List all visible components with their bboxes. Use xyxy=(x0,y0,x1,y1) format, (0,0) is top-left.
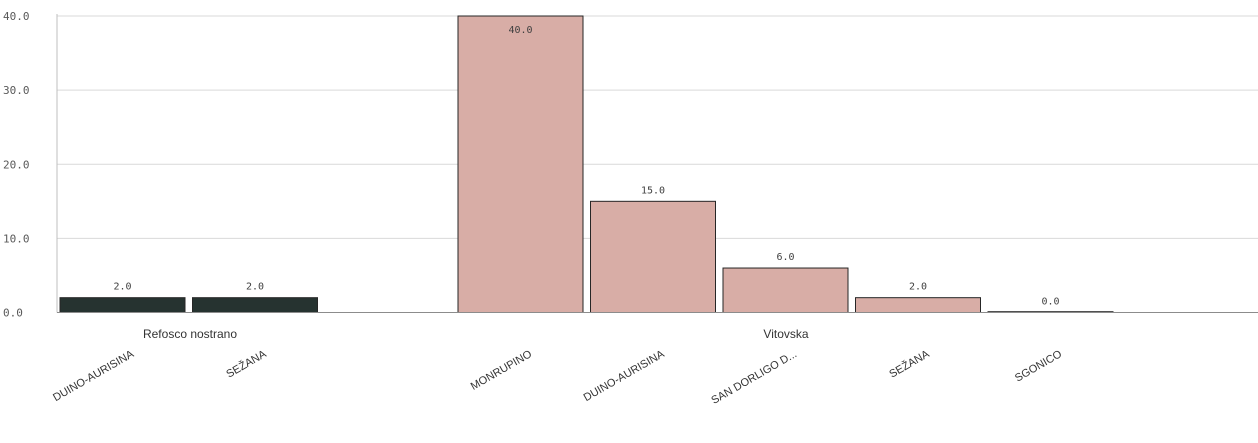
category-label: SGONICO xyxy=(1013,348,1064,385)
data-label: 2.0 xyxy=(113,282,131,293)
y-tick-label: 30.0 xyxy=(3,84,30,97)
y-axis-ticks: 0.0 10.0 20.0 30.0 40.0 xyxy=(3,10,30,320)
category-label: SAN DORLIGO D... xyxy=(709,348,799,407)
y-tick-label: 20.0 xyxy=(3,158,30,171)
data-label: 0.0 xyxy=(1041,297,1059,308)
data-label: 2.0 xyxy=(246,282,264,293)
bar xyxy=(457,15,584,313)
group-label: Vitovska xyxy=(763,327,808,341)
category-label: DUINO-AURISINA xyxy=(51,348,136,404)
data-label: 6.0 xyxy=(776,252,794,263)
axes xyxy=(56,14,1258,313)
bar xyxy=(855,297,981,313)
category-label: DUINO-AURISINA xyxy=(582,348,667,404)
group-label: Refosco nostrano xyxy=(143,327,237,341)
category-label: SEŽANA xyxy=(224,347,269,381)
bar xyxy=(722,267,849,313)
data-label: 15.0 xyxy=(641,185,665,196)
bar xyxy=(590,200,716,313)
bar xyxy=(192,297,318,313)
data-label: 2.0 xyxy=(909,282,927,293)
category-label: MONRUPINO xyxy=(469,348,535,393)
data-label: 40.0 xyxy=(508,25,532,36)
y-tick-label: 10.0 xyxy=(3,232,30,245)
bar xyxy=(59,297,186,313)
y-tick-label: 40.0 xyxy=(3,10,30,23)
y-tick-label: 0.0 xyxy=(3,307,23,320)
category-label: SEŽANA xyxy=(887,347,932,381)
